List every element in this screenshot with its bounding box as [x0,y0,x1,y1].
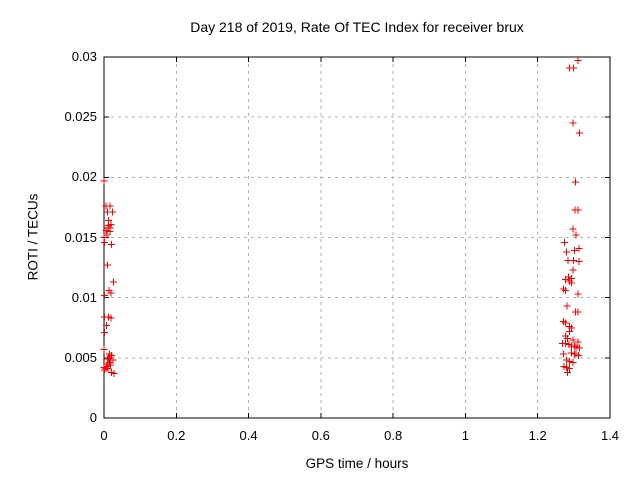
data-point-marker [562,286,570,294]
data-point-marker [575,351,583,359]
data-point-marker [567,279,575,287]
data-point-marker [569,359,577,367]
data-point-marker [108,241,116,249]
data-point-marker [572,343,580,351]
data-point-marker [110,369,118,377]
data-point-marker [571,342,579,350]
x-axis-title: GPS time / hours [305,456,409,471]
y-tick-label: 0.02 [71,169,97,185]
data-point-marker [109,278,117,286]
x-tick-label: 0 [100,428,108,443]
data-point-marker [100,329,108,337]
data-point-marker [564,368,572,376]
data-point-marker [572,231,580,239]
data-point-marker [560,238,568,246]
data-point-marker [571,247,579,255]
data-point-marker [107,314,115,322]
data-point-marker [575,344,583,352]
data-point-marker [100,291,108,299]
y-tick-label: 0 [89,410,97,425]
x-tick-label: 1.4 [600,428,620,443]
data-point-marker [569,225,577,233]
data-point-marker [106,202,114,210]
data-point-marker [575,258,583,266]
y-tick-label: 0.015 [64,229,97,245]
data-point-marker [574,338,582,346]
data-point-marker [569,256,577,264]
data-point-marker [563,302,571,310]
y-tick-label: 0.01 [71,289,97,305]
data-point-marker [109,356,117,364]
data-point-marker [100,366,108,374]
data-point-marker [559,350,567,358]
x-tick-label: 0.2 [167,428,186,443]
data-point-marker [569,64,577,72]
data-point-marker [575,244,583,252]
data-point-marker [107,289,115,297]
x-tick-label: 0.8 [384,428,403,443]
data-point-marker [562,248,570,256]
data-point-marker [562,339,570,347]
data-point-marker [567,349,575,357]
data-point-marker [574,57,582,65]
data-point-marker [569,336,577,344]
data-point-marker [566,365,574,373]
data-point-marker [572,178,580,186]
x-tick-label: 1 [461,428,470,443]
data-point-marker [100,177,108,185]
data-point-marker [104,261,112,269]
data-point-marker [100,234,108,241]
data-point-marker [562,363,570,371]
data-point-marker [102,226,110,234]
x-tick-label: 0.6 [311,428,330,443]
data-point-marker [101,238,109,246]
chart-title: Day 218 of 2019, Rate Of TEC Index for r… [190,19,524,35]
data-point-marker [574,308,582,316]
x-tick-label: 0.4 [239,428,258,443]
data-point-marker [574,290,582,298]
data-point-marker [567,324,575,332]
data-point-marker [107,220,115,228]
data-point-marker [575,129,583,137]
data-point-marker [106,227,114,235]
data-point-marker [107,361,115,369]
data-point-marker [566,357,574,365]
data-point-marker [566,327,574,335]
data-point-marker [564,335,572,343]
data-point-marker [109,208,117,216]
y-tick-label: 0.005 [64,349,97,365]
data-point-marker [103,321,111,329]
y-tick-label: 0.025 [64,109,97,125]
y-tick-label: 0.03 [71,49,97,64]
data-point-marker [104,365,112,373]
data-point-marker [562,319,570,327]
data-point-marker [562,276,570,284]
data-point-marker [569,266,577,274]
data-point-marker [569,119,577,127]
x-tick-label: 1.2 [528,428,547,443]
data-point-marker [574,206,582,214]
data-point-marker [100,345,108,353]
data-point-marker [562,356,570,364]
